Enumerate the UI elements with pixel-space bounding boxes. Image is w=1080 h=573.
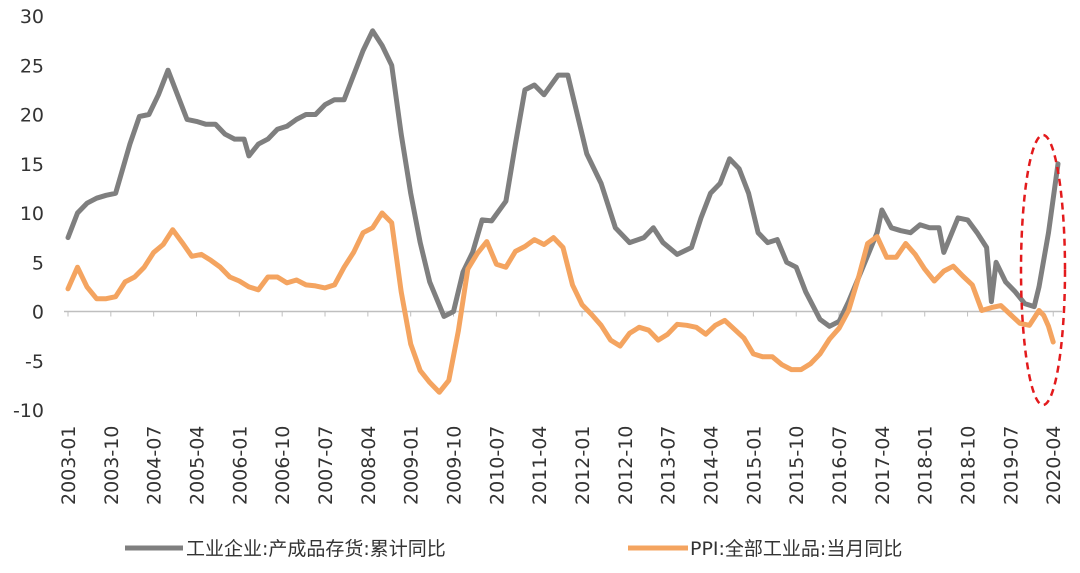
x-tick-label: 2008-04 [358,426,380,505]
y-tick-label: 20 [20,105,44,127]
x-tick-label: 2004-07 [144,426,166,505]
legend-label-ppi: PPI:全部工业品:当月同比 [690,538,902,560]
series-line-ppi [65,210,1056,395]
y-tick-label: 0 [32,302,44,324]
x-tick-label: 2009-10 [444,426,466,505]
x-tick-label: 2019-07 [1000,426,1022,505]
x-tick-label: 2011-04 [529,426,551,505]
x-tick-label: 2018-10 [958,426,980,505]
y-tick-label: -5 [25,351,44,373]
x-tick-label: 2007-07 [315,426,337,505]
y-tick-label: 10 [20,203,44,225]
x-tick-label: 2015-10 [786,426,808,505]
x-tick-label: 2005-04 [187,426,209,505]
y-tick-label: -10 [13,400,44,422]
x-tick-label: 2015-01 [743,426,765,505]
y-tick-label: 25 [20,55,44,77]
x-tick-label: 2013-07 [658,426,680,505]
series-layer [65,28,1061,395]
x-tick-label: 2006-10 [272,426,294,505]
x-axis: 2003-01 2003-10 2004-07 2005-04 2006-01 2006-… [58,311,1065,505]
x-tick-label: 2012-01 [572,426,594,505]
x-tick-label: 2003-01 [58,426,80,505]
legend-label-inventory: 工业企业:产成品存货:累计同比 [186,538,446,560]
series-line-inventory [65,28,1061,329]
x-tick-label: 2006-01 [229,426,251,505]
y-axis: 30 25 20 15 10 5 0 -5 -10 [13,6,44,422]
x-tick-label: 2010-07 [486,426,508,505]
legend-item-ppi: PPI:全部工业品:当月同比 [628,538,902,560]
x-tick-label: 2018-01 [915,426,937,505]
y-tick-label: 5 [32,252,44,274]
x-tick-label: 2003-10 [101,426,123,505]
legend-item-inventory: 工业企业:产成品存货:累计同比 [125,538,446,560]
y-tick-label: 15 [20,154,44,176]
legend: 工业企业:产成品存货:累计同比 PPI:全部工业品:当月同比 [125,538,902,560]
y-tick-label: 30 [20,6,44,28]
highlight-ellipse [1019,133,1067,407]
x-tick-label: 2016-07 [829,426,851,505]
x-tick-label: 2017-04 [872,426,894,505]
x-tick-label: 2009-01 [401,426,423,505]
x-tick-label: 2012-10 [615,426,637,505]
x-tick-label: 2014-04 [701,426,723,505]
x-tick-label: 2020-04 [1043,426,1065,505]
